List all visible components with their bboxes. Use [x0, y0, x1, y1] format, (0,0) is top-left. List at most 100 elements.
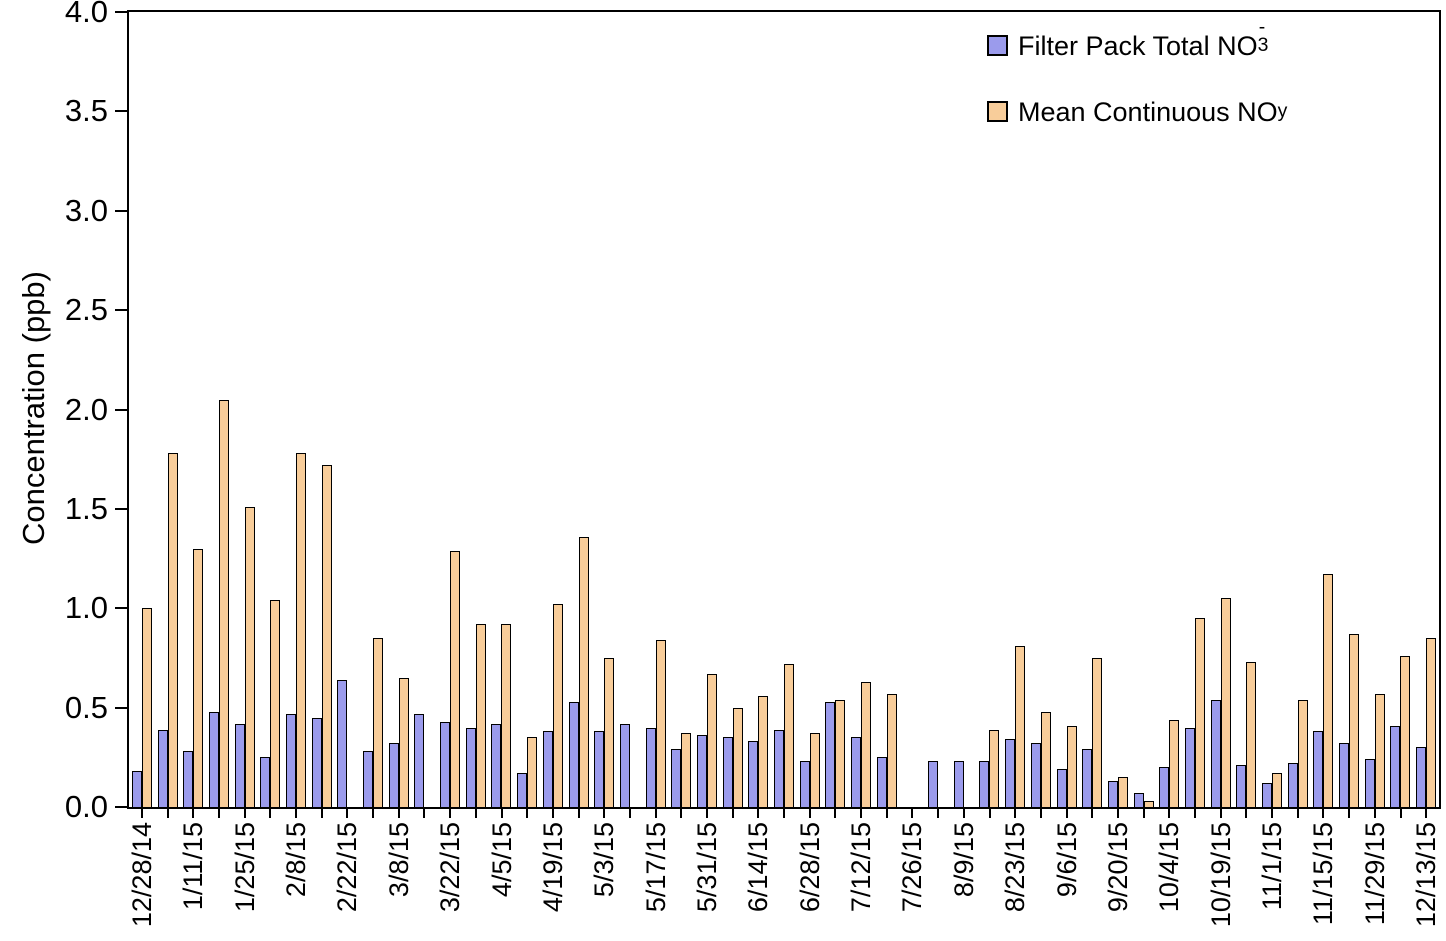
x-axis-tick [500, 809, 503, 818]
x-axis-tick-label: 11/1/15 [1257, 822, 1287, 911]
x-axis-tick [783, 809, 785, 818]
x-axis-tick [320, 809, 323, 818]
bar-mean-continuous-noy [604, 657, 615, 807]
bar-filter-pack-no3 [1030, 743, 1041, 807]
legend-label-mean-noy: Mean Continuous NO y [1018, 94, 1294, 128]
x-axis-tick [217, 809, 220, 818]
bar-filter-pack-no3 [440, 721, 451, 807]
x-axis-tick-label: 12/13/15 [1411, 822, 1442, 928]
x-axis-tick [1014, 809, 1017, 818]
legend-swatch-mean-noy [987, 100, 1008, 122]
x-axis-tick [526, 809, 529, 818]
bar-mean-continuous-noy [809, 733, 820, 807]
bar-filter-pack-no3 [1287, 763, 1298, 807]
x-axis-tick-label: 3/22/15 [435, 822, 466, 913]
x-axis-tick [1219, 809, 1222, 818]
y-axis-tick [115, 507, 127, 510]
x-axis-tick-label: 11/29/15 [1359, 822, 1390, 926]
y-axis-tick-label: 2.5 [64, 292, 108, 328]
bar-filter-pack-no3 [953, 761, 964, 807]
x-axis-tick-label: 10/19/15 [1205, 822, 1236, 928]
bar-filter-pack-no3 [260, 757, 271, 807]
bar-filter-pack-no3 [568, 701, 579, 807]
x-axis-tick [1322, 809, 1325, 818]
x-axis-tick-label: 10/4/15 [1154, 822, 1185, 913]
bar-filter-pack-no3 [1364, 759, 1375, 807]
bar-filter-pack-no3 [1159, 767, 1170, 807]
x-axis-tick [731, 809, 734, 818]
x-axis-tick [1091, 809, 1094, 818]
x-axis-tick-label: 5/3/15 [589, 822, 620, 898]
legend: Filter Pack Total NO -3 Mean Continuous N… [987, 16, 1294, 160]
bar-mean-continuous-noy [1169, 719, 1180, 807]
bar-mean-continuous-noy [1297, 699, 1308, 807]
x-axis-tick [551, 809, 554, 818]
x-axis-tick-label: 8/23/15 [1000, 822, 1031, 913]
legend-swatch-filter-pack [987, 34, 1008, 56]
x-axis-tick [654, 809, 657, 818]
legend-text-mean-noy: Mean Continuous NO [1018, 97, 1278, 127]
y-axis-tick-label: 0.0 [64, 789, 108, 824]
bar-filter-pack-no3 [825, 701, 836, 807]
x-axis-tick [962, 809, 965, 818]
legend-label-filter-pack: Filter Pack Total NO -3 [1018, 16, 1274, 62]
x-axis-tick [243, 809, 246, 818]
x-axis-tick [680, 809, 683, 818]
bar-mean-continuous-noy [1194, 618, 1205, 807]
bar-mean-continuous-noy [1015, 646, 1026, 807]
x-axis-tick-label: 2/8/15 [281, 822, 311, 898]
bar-mean-continuous-noy [989, 729, 1000, 807]
bar-filter-pack-no3 [851, 737, 862, 807]
legend-entry-filter-pack: Filter Pack Total NO -3 [987, 16, 1294, 62]
y-axis-tick-label: 3.0 [64, 192, 108, 228]
bar-mean-continuous-noy [373, 638, 384, 807]
bar-filter-pack-no3 [799, 761, 810, 807]
bar-filter-pack-no3 [1236, 765, 1247, 807]
x-axis-tick-label: 5/31/15 [691, 822, 722, 913]
x-axis-tick-label: 1/25/15 [229, 822, 260, 913]
x-axis-tick [346, 809, 349, 818]
bar-filter-pack-no3 [208, 711, 219, 807]
bar-mean-continuous-noy [244, 506, 255, 807]
bar-mean-continuous-noy [758, 695, 769, 807]
x-axis-tick-label: 9/6/15 [1051, 822, 1082, 898]
y-axis-tick [115, 806, 127, 808]
x-axis-tick [1399, 809, 1402, 818]
y-axis-tick [115, 11, 127, 13]
bar-filter-pack-no3 [517, 773, 528, 807]
bar-mean-continuous-noy [732, 707, 743, 807]
bar-filter-pack-no3 [131, 771, 142, 807]
x-axis-tick-label: 6/28/15 [794, 822, 825, 913]
y-axis-tick-label: 4.0 [64, 0, 108, 29]
bar-mean-continuous-noy [501, 624, 512, 807]
x-axis-tick [834, 809, 837, 818]
y-axis-tick [115, 110, 127, 113]
bar-mean-continuous-noy [1246, 661, 1257, 807]
legend-text-filter-pack: Filter Pack Total NO [1018, 31, 1258, 61]
x-axis-tick-label: 4/5/15 [486, 822, 517, 898]
x-axis-tick [628, 809, 631, 818]
x-axis-tick-label: 1/11/15 [178, 822, 209, 911]
x-axis-tick [1142, 809, 1145, 818]
y-axis-tick-label: 1.5 [64, 490, 108, 526]
x-axis-tick-label: 5/17/15 [640, 822, 671, 913]
legend-entry-mean-noy: Mean Continuous NO y [987, 94, 1294, 128]
bar-mean-continuous-noy [1323, 574, 1334, 807]
x-axis-tick [860, 809, 863, 818]
y-axis-tick-label: 2.0 [64, 391, 108, 427]
x-axis-tick [1065, 809, 1068, 818]
bar-filter-pack-no3 [1262, 783, 1273, 807]
x-axis-tick [1245, 809, 1248, 818]
x-axis-tick [1348, 809, 1351, 818]
bar-mean-continuous-noy [784, 663, 794, 807]
bar-mean-continuous-noy [295, 453, 306, 807]
y-axis-tick-label: 3.5 [64, 93, 108, 129]
x-axis-tick [885, 809, 888, 818]
bar-filter-pack-no3 [234, 723, 245, 807]
bar-mean-continuous-noy [270, 600, 281, 807]
bar-mean-continuous-noy [218, 399, 229, 807]
y-axis-tick [115, 706, 127, 709]
plot-area: Filter Pack Total NO -3 Mean Continuous N… [127, 10, 1441, 809]
bar-filter-pack-no3 [1082, 749, 1093, 807]
